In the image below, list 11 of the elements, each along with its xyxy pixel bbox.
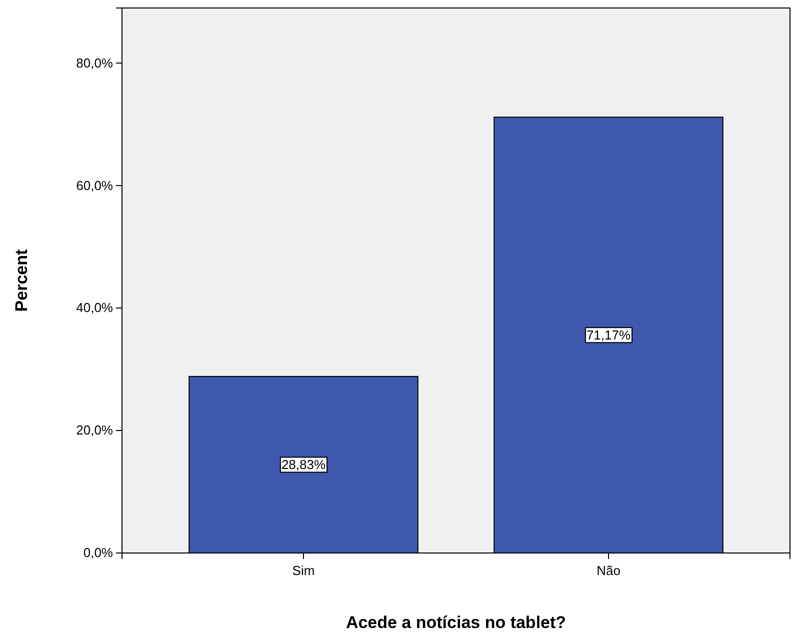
y-tick-label: 0,0% (83, 545, 114, 560)
data-label: 71,17% (586, 328, 631, 343)
x-tick-label: Sim (292, 563, 315, 578)
y-tick-label: 20,0% (76, 422, 114, 438)
y-tick-label: 60,0% (76, 178, 114, 193)
y-tick-label: 40,0% (76, 300, 114, 316)
y-axis-title: Percent (12, 248, 31, 312)
x-tick-label: Não (596, 563, 620, 578)
y-tick-label: 80,0% (76, 55, 114, 70)
data-label: 28,83% (281, 457, 326, 472)
x-axis-title: Acede a notícias no tablet? (346, 613, 566, 632)
